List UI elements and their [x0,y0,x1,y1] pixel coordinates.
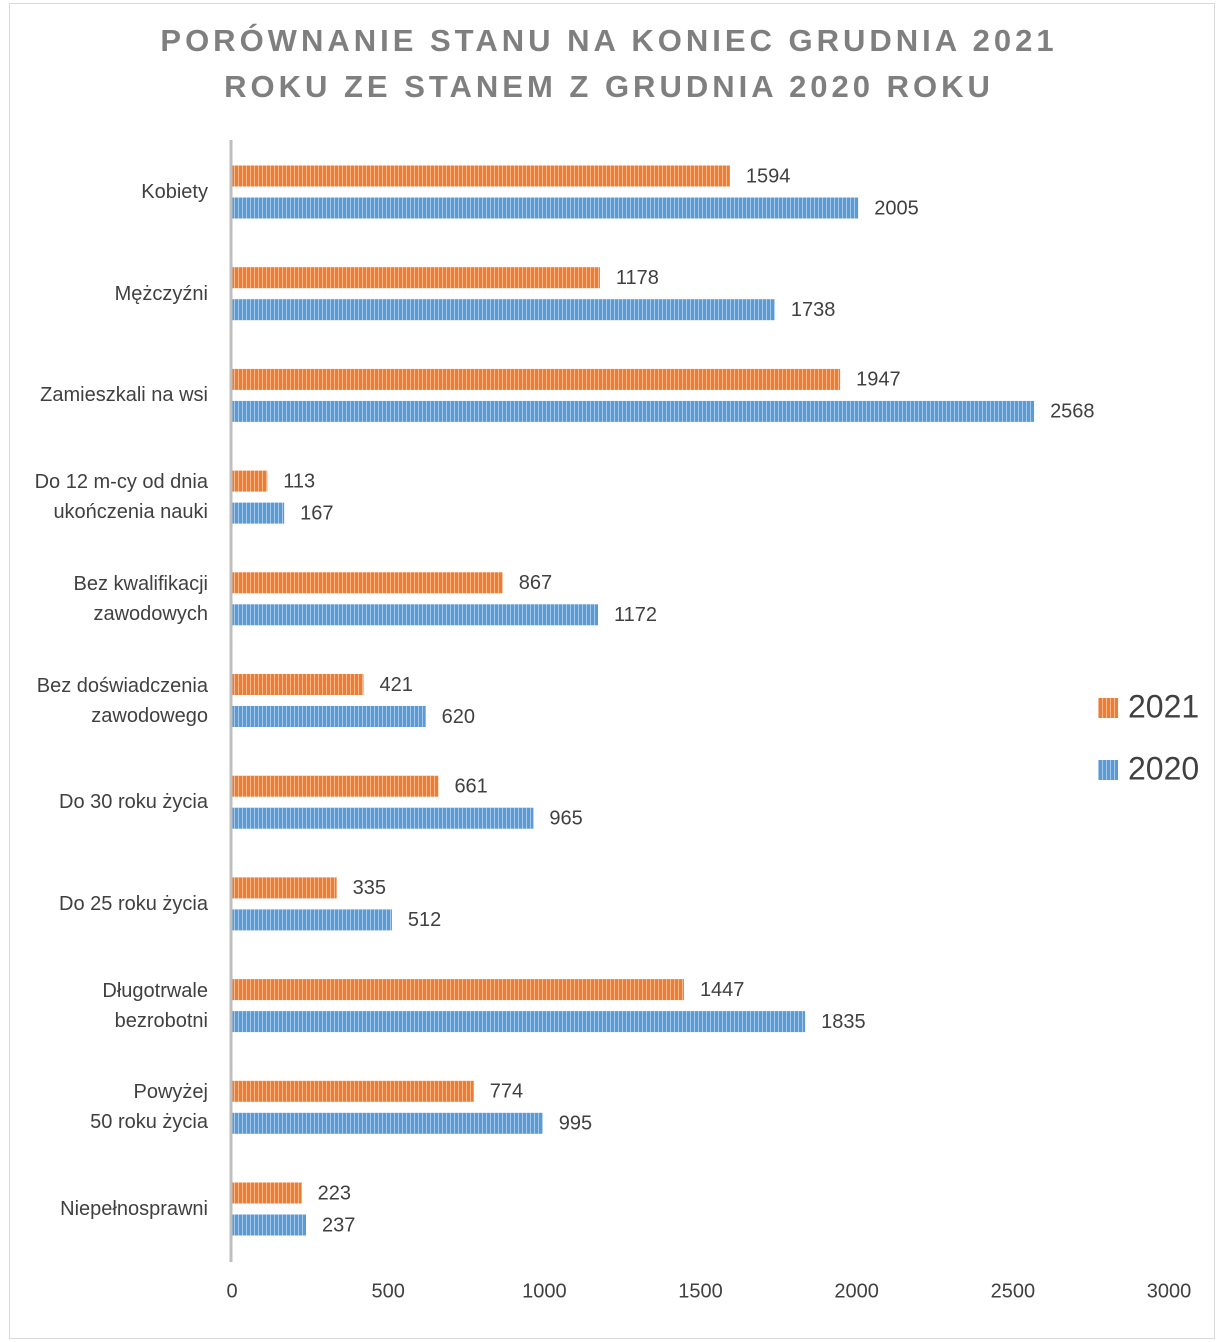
data-label: 1594 [746,165,791,187]
bar [232,368,841,390]
data-label: 2005 [874,197,919,219]
bar [232,1112,543,1134]
bar [232,502,285,524]
bar [232,400,1035,422]
y-tick-label: Zamieszkali na wsi [40,384,208,407]
data-label: 237 [322,1214,355,1236]
y-tick-label: Do 30 roku życia [59,791,208,814]
bar [232,470,268,492]
bar [232,674,364,695]
bar [232,979,684,1001]
data-label: 223 [318,1182,351,1204]
data-label: 867 [519,572,552,594]
data-label: 113 [283,470,315,492]
x-tick-label: 3000 [1147,1280,1192,1302]
data-label: 1172 [614,604,657,626]
y-tick-label: Kobiety [141,181,208,203]
bar [232,197,859,219]
bar [232,1011,806,1033]
data-label: 774 [490,1081,523,1103]
y-tick-label: Niepełnosprawni [60,1198,208,1220]
x-tick-label: 0 [226,1280,237,1302]
bar [232,706,426,727]
chart-title: PORÓWNANIE STANU NA KONIEC GRUDNIA 2021 … [160,23,1058,104]
bar [232,604,599,626]
y-tick-label: Bez kwalifikacji zawodowych [73,572,208,625]
bar [232,1080,474,1102]
data-label: 965 [549,807,582,829]
data-label: 335 [353,877,386,899]
x-tick-label: 1500 [678,1280,723,1302]
bar [232,267,600,289]
bar [232,299,775,321]
bar [232,1214,307,1236]
chart-frame [9,3,1215,1339]
x-tick-label: 2500 [991,1280,1036,1302]
y-tick-label: Mężczyźni [114,282,208,305]
data-label: 995 [559,1113,592,1135]
legend-label: 2020 [1128,750,1199,786]
data-label: 661 [454,775,487,797]
data-label: 1947 [856,369,901,391]
data-label: 620 [442,706,475,728]
x-tick-label: 2000 [834,1280,879,1302]
legend-label: 2021 [1128,688,1199,724]
y-tick-label: Do 25 roku życia [59,892,208,915]
bar [232,775,439,797]
y-tick-label: Powyżej 50 roku życia [90,1081,208,1134]
data-label: 1178 [616,267,659,289]
legend-swatch [1098,698,1118,718]
bar [232,572,503,594]
y-tick-label: Bez doświadczenia zawodowego [36,674,208,727]
data-label: 1447 [700,979,745,1001]
data-label: 512 [408,909,441,931]
bar [232,1182,302,1204]
x-tick-label: 1000 [522,1280,567,1302]
bar [232,909,392,931]
data-label: 167 [300,502,333,524]
y-tick-label: Długotrwale bezrobotni [102,979,208,1032]
y-tick-label: Do 12 m-cy od dnia ukończenia nauki [34,471,208,524]
bar [232,877,337,899]
bar [232,165,730,187]
legend-swatch [1098,760,1118,780]
x-tick-label: 500 [371,1280,404,1302]
data-label: 2568 [1050,401,1095,423]
data-label: 421 [379,674,412,696]
data-label: 1738 [791,299,836,321]
bar [232,807,534,829]
data-label: 1835 [821,1011,866,1033]
